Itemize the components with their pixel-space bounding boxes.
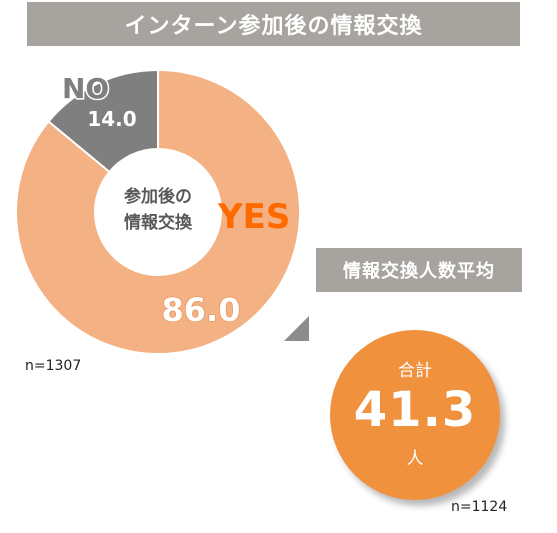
average-title: 情報交換人数平均 <box>343 261 495 282</box>
donut-slice-yes <box>15 68 301 355</box>
yes-value-label: 86.0 <box>162 291 241 329</box>
no-label: NO <box>62 72 109 105</box>
average-circle: 合計 41.3 人 <box>330 330 500 500</box>
average-value: 41.3 <box>353 382 477 438</box>
donut-chart: 参加後の 情報交換 YES 86.0 NO 14.0 <box>15 68 301 355</box>
center-label-line-2: 情報交換 <box>124 212 193 233</box>
sample-size-right: n=1124 <box>451 499 508 515</box>
center-label-line-1: 参加後の <box>124 186 192 207</box>
average-title-banner: 情報交換人数平均 <box>316 248 522 292</box>
average-unit: 人 <box>406 449 424 469</box>
no-value-label: 14.0 <box>87 107 136 131</box>
pointer-triangle <box>284 316 309 341</box>
chart-title-banner: インターン参加後の情報交換 <box>27 2 520 46</box>
chart-title: インターン参加後の情報交換 <box>124 14 423 39</box>
yes-label: YES <box>217 197 290 237</box>
average-label: 合計 <box>398 361 432 381</box>
sample-size-left: n=1307 <box>25 358 82 374</box>
donut-slice-no <box>47 68 159 174</box>
